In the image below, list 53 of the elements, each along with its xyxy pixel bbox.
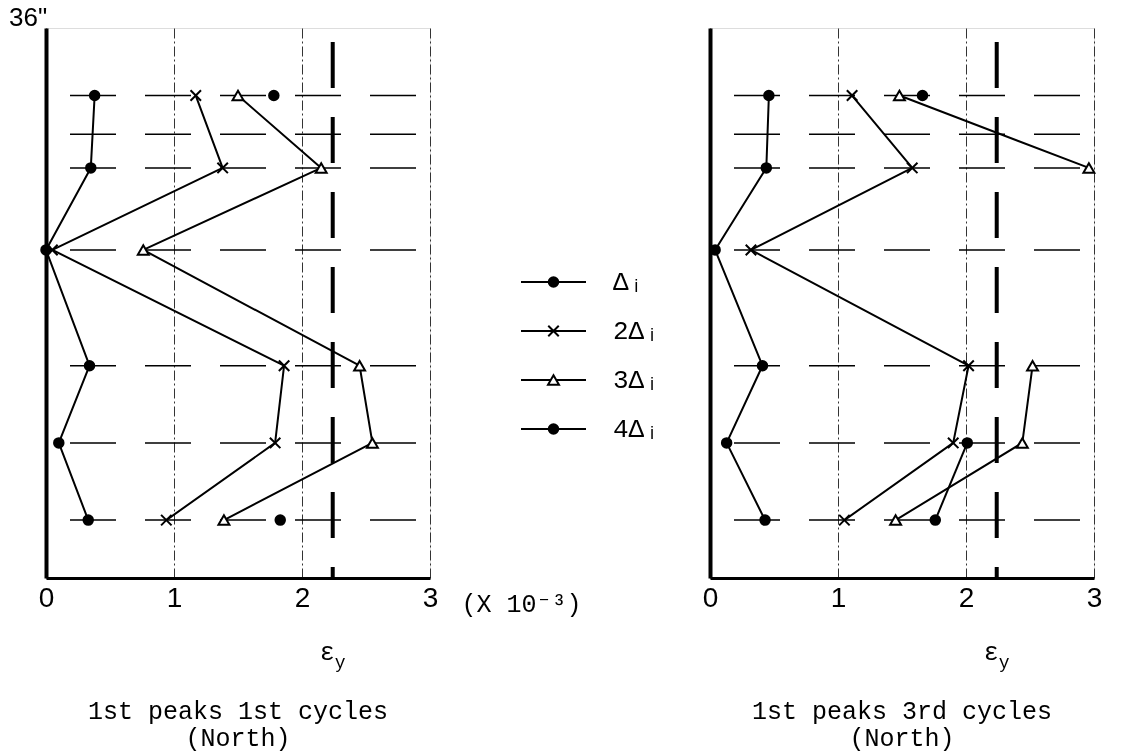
point [961,437,974,449]
point [268,89,280,102]
point [314,162,328,174]
point [906,161,919,175]
point [1015,437,1029,449]
legend-label: 2Δᵢ [613,317,660,347]
point [759,514,771,526]
point [720,437,733,449]
point [160,513,173,527]
point [231,89,245,102]
legend-label: Δᵢ [613,268,645,298]
x-tick-label: 0 [702,581,719,613]
point [274,514,286,526]
text: 36" [9,2,48,32]
text: 1st peaks 3rd cycles (North) [751,698,1053,754]
text: 1st peaks 1st cycles (North) [87,698,389,754]
x-tick-label: 3 [1086,581,1103,613]
point [962,359,975,372]
point [756,359,769,372]
x-tick-label: 3 [422,581,439,613]
point [916,89,929,102]
point [83,359,96,372]
x-tick-label: 1 [830,581,847,613]
point [85,162,97,174]
point [1026,359,1040,372]
point [892,89,906,102]
x-tick-label: 2 [958,581,975,613]
point [889,514,903,526]
point [216,161,229,175]
point [929,514,942,526]
point [136,244,150,256]
point [53,437,65,449]
legend-label: 3Δᵢ [613,366,660,396]
point [277,359,291,372]
point [744,243,758,257]
point [268,436,282,450]
point [763,89,775,102]
point [365,437,379,449]
point [946,436,960,450]
point [838,513,851,527]
point [845,89,859,102]
legend-label: 4Δᵢ [613,415,660,445]
point [189,89,202,102]
point [217,514,231,526]
point [1082,162,1096,174]
x-tick-label: 1 [166,581,183,613]
x-axis-title: (X 10⁻³) [461,590,582,620]
x-tick-label: 2 [294,581,311,613]
point [760,162,773,174]
x-tick-label: 0 [38,581,55,613]
point [88,89,101,102]
point [353,359,367,372]
point [82,514,94,526]
